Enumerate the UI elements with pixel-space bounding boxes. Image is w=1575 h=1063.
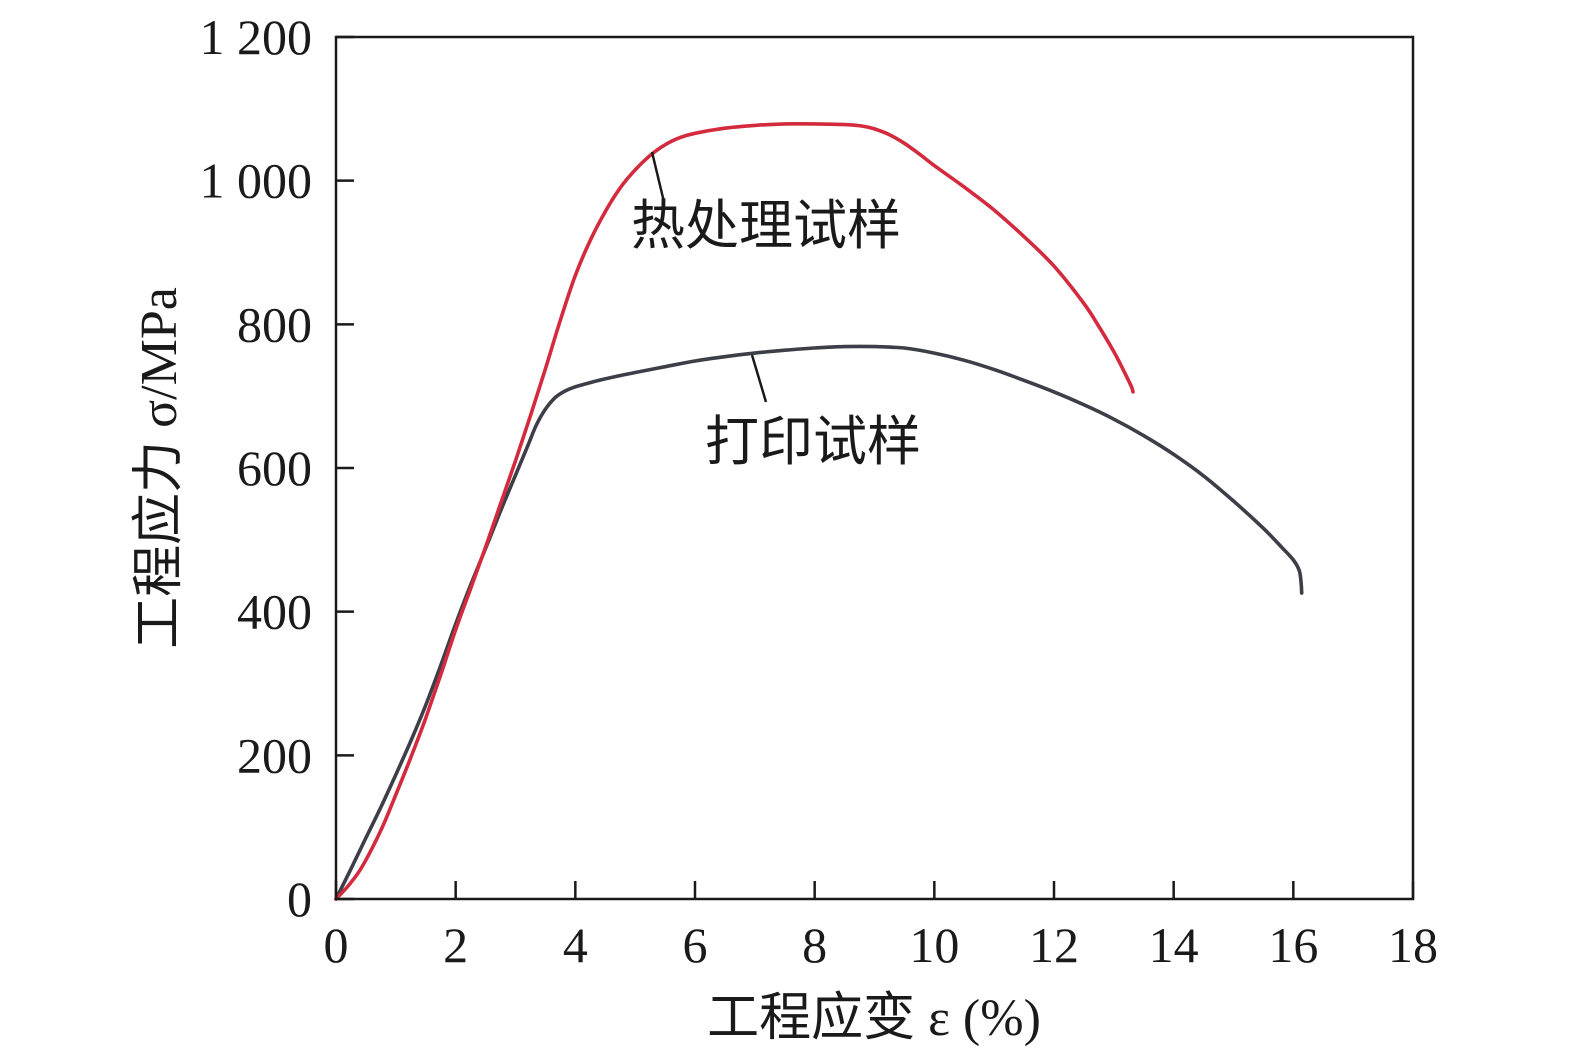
y-tick-label: 200	[237, 727, 312, 783]
y-axis-label: 工程应力 σ/MPa	[131, 287, 188, 649]
x-tick-label: 0	[324, 917, 349, 973]
y-tick-label: 1 200	[200, 9, 313, 65]
x-tick-label: 12	[1029, 917, 1079, 973]
y-tick-label: 0	[287, 871, 312, 927]
heat-treated-series-line	[334, 121, 1135, 901]
series-label: 打印试样	[705, 412, 921, 472]
y-tick-label: 1 000	[200, 153, 313, 209]
axis-ticks	[334, 35, 1415, 901]
x-tick-label: 8	[802, 917, 827, 973]
x-tick-label: 16	[1268, 917, 1318, 973]
y-tick-label: 400	[237, 584, 312, 640]
x-tick-label: 4	[563, 917, 588, 973]
x-tick-label: 2	[443, 917, 468, 973]
y-tick-label: 800	[237, 296, 312, 352]
x-tick-label: 6	[683, 917, 708, 973]
x-tick-label: 10	[909, 917, 959, 973]
x-tick-label: 18	[1388, 917, 1438, 973]
y-tick-label: 600	[237, 440, 312, 496]
x-tick-label: 14	[1149, 917, 1199, 973]
series-label: 热处理试样	[631, 196, 901, 256]
series-label-leader	[650, 151, 666, 203]
series-layer	[334, 121, 1304, 901]
series-label-leader	[750, 354, 768, 403]
printed-series-line	[334, 344, 1304, 901]
axis-tick-labels: 0 2 4 6 8 10 12 14 16 18 0 200 400 600 800 1 000 1 200	[200, 9, 1439, 973]
x-axis-label: 工程应变 ε (%)	[707, 990, 1041, 1047]
